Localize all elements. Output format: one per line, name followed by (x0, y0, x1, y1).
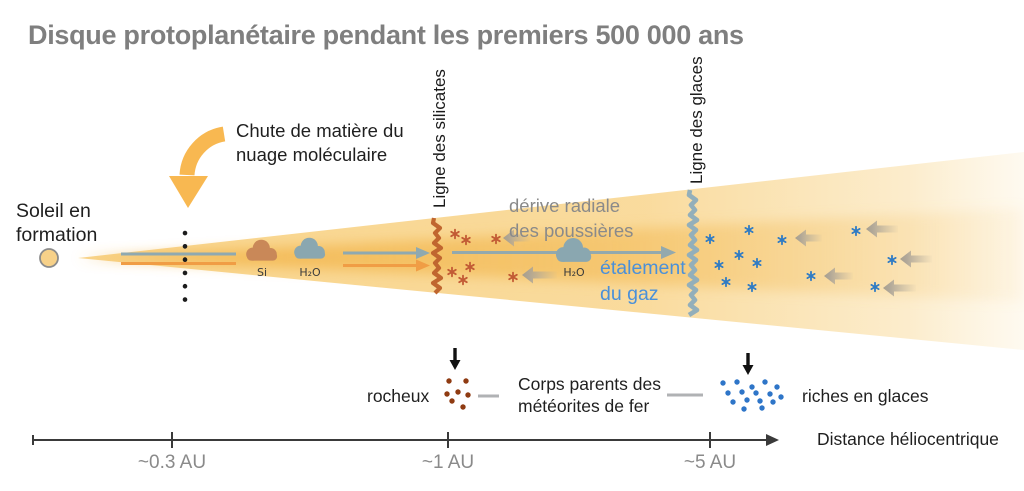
disk-wedge-inner (78, 208, 1024, 302)
ice-dot-icon (734, 379, 740, 385)
silicate-grain-icon (458, 274, 468, 286)
page-title: Disque protoplanétaire pendant les premi… (28, 20, 744, 50)
gas-spread-label: étalement du gaz (600, 257, 686, 305)
ice-grain-icon (744, 224, 754, 236)
ice-dot-icon (741, 406, 747, 412)
rocky-dot-icon (455, 389, 461, 395)
ice-dot-icon (753, 390, 759, 396)
silicate-grain-icon (461, 234, 471, 246)
drift-arrow-icon (824, 267, 853, 285)
ice-grain-icon (752, 257, 762, 269)
iron-meteorite-parent-bodies-label: Corps parents des météorites de fer (518, 374, 661, 416)
silicate-grain-icon (447, 266, 457, 278)
rocky-dot-icon (446, 378, 452, 384)
axis-tick-label: ~1 AU (421, 452, 475, 473)
silicate-grain-icon (465, 261, 475, 273)
sun-label: Soleil en formation (16, 200, 98, 246)
drift-arrow-icon (883, 279, 916, 297)
dust-flow-arrowhead-icon (416, 259, 430, 272)
ice-dot-icon (744, 397, 750, 403)
ice-dot-icon (759, 405, 765, 411)
ice-rich-label: riches en glaces (802, 386, 929, 406)
rocky-dot-icon (465, 392, 471, 398)
ice-dot-icon (757, 398, 763, 404)
silicate-grain-icon (491, 233, 501, 245)
si-cloud-icon (246, 239, 278, 261)
down-arrow-icon (449, 348, 461, 370)
ice-grain-icon (806, 270, 816, 282)
ice-dot-icon (730, 399, 736, 405)
ice-grain-icon (721, 276, 731, 288)
infall-arrow-icon (169, 126, 226, 208)
axis-tick-label: ~0.3 AU (137, 452, 207, 473)
ice-grain-icon (734, 249, 744, 261)
si-cloud-label: Si (256, 266, 268, 279)
ice-grain-icon (777, 234, 787, 246)
ice-grain-icon (705, 233, 715, 245)
sun-icon (39, 248, 59, 268)
rocky-dot-icon (444, 391, 450, 397)
ice-dot-icon (739, 389, 745, 395)
ice-dot-icon (774, 384, 780, 390)
drift-arrow-icon (900, 250, 932, 268)
axis-tick-label: ~5 AU (683, 452, 737, 473)
ice-condensation-line-icon (686, 189, 700, 317)
infall-label: Chute de matière du nuage moléculaire (236, 120, 404, 165)
ice-grain-icon (747, 281, 757, 293)
drift-arrow-icon (503, 229, 530, 247)
silicate-grain-icon (508, 271, 518, 283)
rocky-dot-icon (449, 398, 455, 404)
rocky-label: rocheux (367, 386, 430, 406)
ice-dot-icon (725, 390, 731, 396)
rocky-dot-icon (460, 404, 466, 410)
silicate-condensation-line-icon (430, 217, 444, 295)
drift-arrow-icon (522, 266, 557, 284)
silicate-grain-icon (450, 228, 460, 240)
h2o-cloud-inner-label: H₂O (299, 266, 321, 279)
ice-line-label: Ligne des glaces (687, 56, 706, 184)
ice-dot-icon (762, 379, 768, 385)
h2o-cloud-inner-icon (294, 237, 326, 259)
rocky-dot-icon (463, 378, 469, 384)
h2o-cloud-mid-label: H₂O (563, 266, 585, 279)
ice-grain-icon (714, 259, 724, 271)
drift-arrow-icon (795, 229, 822, 247)
axis-title: Distance héliocentrique (817, 429, 999, 449)
distance-axis (32, 434, 779, 446)
ice-dot-icon (770, 399, 776, 405)
ice-dot-icon (767, 391, 773, 397)
ice-dot-icon (749, 384, 755, 390)
silicate-line-label: Ligne des silicates (430, 69, 449, 208)
ice-dot-icon (720, 380, 726, 386)
ice-grain-icon (870, 281, 880, 293)
down-arrow-icon (742, 353, 754, 375)
ice-grain-icon (887, 254, 897, 266)
axis-arrowhead-icon (766, 434, 779, 446)
dust-drift-label: dérive radiale des poussières (509, 195, 634, 241)
ice-dot-icon (778, 394, 784, 400)
gas-flow-arrowhead-icon (416, 247, 430, 259)
ice-grain-icon (851, 225, 861, 237)
h2o-cloud-mid-icon (555, 238, 592, 262)
gas-spread-arrowhead-icon (661, 246, 676, 259)
drift-arrow-icon (866, 220, 898, 238)
